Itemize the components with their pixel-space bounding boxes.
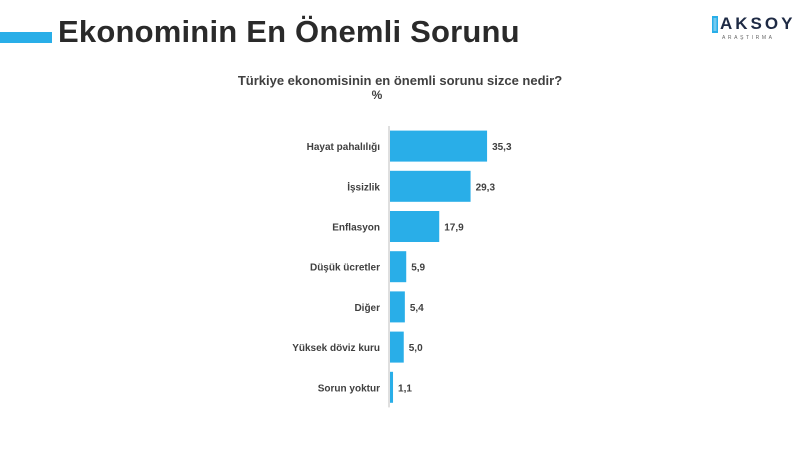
- bar: [390, 371, 394, 403]
- bar: [390, 251, 407, 283]
- data-label: 1,1: [398, 383, 412, 394]
- data-label: 5,4: [410, 303, 424, 314]
- category-label: Yüksek döviz kuru: [292, 343, 380, 354]
- category-label: İşsizlik: [347, 180, 380, 193]
- category-label: Sorun yoktur: [318, 383, 380, 394]
- data-label: 29,3: [476, 182, 496, 193]
- data-label: 5,9: [411, 263, 425, 274]
- data-label: 35,3: [492, 142, 512, 153]
- category-label: Enflasyon: [332, 223, 380, 234]
- title-accent-bar: [0, 32, 52, 43]
- bar: [390, 170, 471, 202]
- bar: [390, 211, 440, 242]
- chart-title: Türkiye ekonomisinin en önemli sorunu si…: [237, 73, 563, 88]
- logo-name: AKSOY: [720, 14, 796, 33]
- bar: [390, 130, 488, 162]
- data-label: 17,9: [444, 223, 464, 234]
- category-label: Hayat pahalılığı: [307, 142, 381, 153]
- data-label: 5,0: [409, 343, 423, 354]
- bar: [390, 291, 405, 323]
- bar: [390, 331, 404, 363]
- category-label: Diğer: [354, 303, 380, 314]
- brand-logo: AKSOY ARAŞTIRMA: [712, 14, 792, 46]
- category-label: Düşük ücretler: [310, 263, 380, 274]
- page-title: Ekonominin En Önemli Sorunu: [58, 14, 520, 49]
- chart-unit: %: [371, 88, 383, 102]
- logo-subtitle: ARAŞTIRMA: [722, 35, 775, 41]
- logo-mark-icon: [712, 16, 718, 33]
